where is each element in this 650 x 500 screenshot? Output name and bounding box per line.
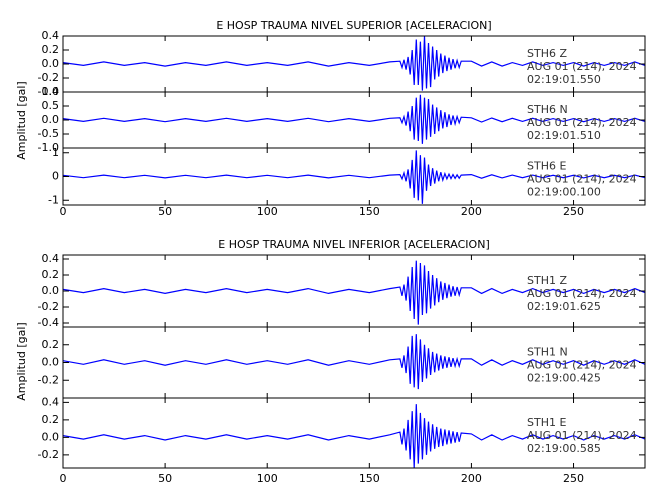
y-tick-label: -0.2: [38, 448, 59, 461]
y-tick-label: -1: [48, 193, 59, 206]
waveform: [62, 334, 646, 390]
y-tick-label: 1: [52, 146, 59, 159]
y-tick-label: -0.2: [38, 71, 59, 84]
y-tick-label: 0: [52, 170, 59, 183]
annotation: STH1 N: [527, 346, 568, 359]
annotation: 02:19:01.550: [527, 73, 601, 86]
annotation: 02:19:00.425: [527, 372, 601, 385]
panel-frame: [62, 397, 646, 469]
x-tick-label: 200: [461, 472, 482, 485]
x-tick-label: 100: [257, 205, 278, 218]
waveform: [62, 94, 646, 144]
x-tick-label: 50: [158, 472, 172, 485]
annotation: AUG 01 (214), 2024: [527, 429, 637, 442]
annotation: 02:19:00.585: [527, 442, 601, 455]
annotation: AUG 01 (214), 2024: [527, 359, 637, 372]
waveform: [62, 260, 646, 325]
annotation: STH6 N: [527, 103, 568, 116]
annotation: 02:19:01.625: [527, 300, 601, 313]
x-tick-label: 200: [461, 205, 482, 218]
y-tick-label: -0.2: [38, 373, 59, 386]
annotation: 02:19:01.510: [527, 129, 601, 142]
annotation: 02:19:00.100: [527, 186, 601, 199]
y-tick-label: 0.2: [42, 413, 60, 426]
annotation: STH1 E: [527, 416, 566, 429]
y-tick-label: 1.0: [42, 85, 60, 98]
x-tick-label: 250: [563, 205, 584, 218]
annotation: AUG 01 (214), 2024: [527, 173, 637, 186]
x-tick-label: 100: [257, 472, 278, 485]
waveform: [62, 35, 646, 91]
x-tick-label: 150: [359, 205, 380, 218]
y-tick-label: 0.5: [42, 99, 60, 112]
annotation: AUG 01 (214), 2024: [527, 116, 637, 129]
y-tick-label: -0.4: [38, 316, 59, 329]
y-tick-label: -0.2: [38, 300, 59, 313]
y-tick-label: 0.2: [42, 43, 60, 56]
y-axis-label: Amplitud [gal]: [15, 322, 28, 400]
y-tick-label: 0.0: [42, 113, 60, 126]
x-tick-label: 250: [563, 472, 584, 485]
y-tick-label: 0.4: [42, 29, 60, 42]
annotation: STH6 E: [527, 160, 566, 173]
annotation: AUG 01 (214), 2024: [527, 60, 637, 73]
chart-title: E HOSP TRAUMA NIVEL SUPERIOR [ACELERACIO…: [216, 19, 491, 32]
y-tick-label: 0.4: [42, 252, 60, 265]
waveform: [62, 404, 646, 469]
y-tick-label: -0.5: [38, 127, 59, 140]
y-tick-label: 0.0: [42, 284, 60, 297]
y-tick-label: 0.0: [42, 356, 60, 369]
x-tick-label: 0: [60, 472, 67, 485]
x-tick-label: 50: [158, 205, 172, 218]
y-tick-label: 0.0: [42, 430, 60, 443]
y-tick-label: 0.0: [42, 57, 60, 70]
y-tick-label: 0.2: [42, 338, 60, 351]
x-tick-label: 0: [60, 205, 67, 218]
y-tick-label: 0.4: [42, 395, 60, 408]
y-tick-label: 0.2: [42, 268, 60, 281]
annotation: STH1 Z: [527, 274, 567, 287]
x-tick-label: 150: [359, 472, 380, 485]
y-tick-label: -1.0: [38, 141, 59, 154]
y-tick-label: -0.4: [38, 85, 59, 98]
annotation: STH6 Z: [527, 47, 567, 60]
waveform: [62, 150, 646, 204]
chart-title: E HOSP TRAUMA NIVEL INFERIOR [ACELERACIO…: [218, 238, 489, 251]
annotation: AUG 01 (214), 2024: [527, 287, 637, 300]
y-axis-label: Amplitud [gal]: [15, 81, 28, 159]
